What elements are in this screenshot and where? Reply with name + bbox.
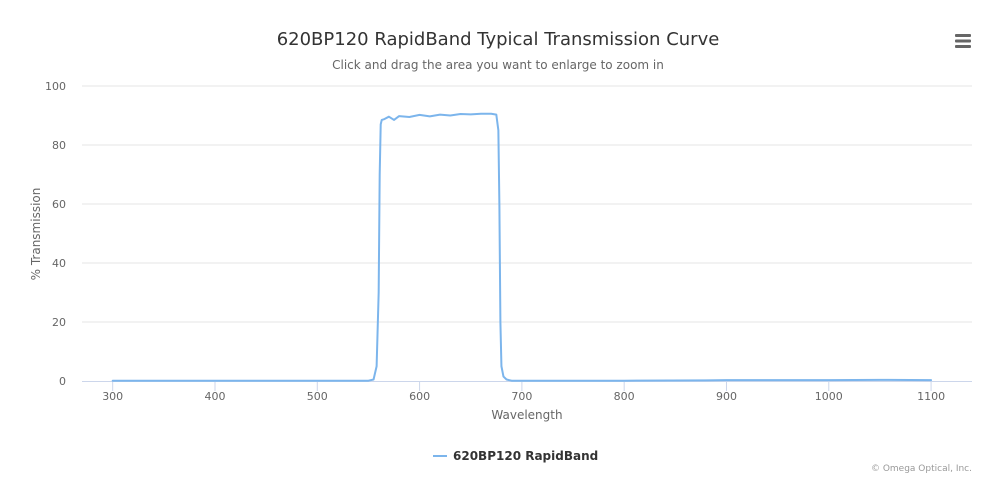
x-tick-label: 500 — [307, 390, 328, 403]
chart-subtitle: Click and drag the area you want to enla… — [332, 58, 664, 72]
y-tick-label: 80 — [52, 139, 66, 152]
grid-lines — [82, 85, 972, 323]
y-tick-label: 60 — [52, 198, 66, 211]
x-tick-label: 900 — [716, 390, 737, 403]
x-axis-title: Wavelength — [491, 408, 562, 422]
legend-series-label[interactable]: 620BP120 RapidBand — [453, 449, 598, 463]
x-tick-label: 300 — [102, 390, 123, 403]
hamburger-menu-icon[interactable] — [950, 30, 976, 52]
y-tick-label: 100 — [45, 80, 66, 93]
chart-title: 620BP120 RapidBand Typical Transmission … — [277, 29, 720, 50]
legend[interactable]: 620BP120 RapidBand — [433, 449, 598, 463]
x-axis-labels: 300 400 500 600 700 800 900 1000 1100 — [102, 390, 945, 403]
x-tick-label: 700 — [511, 390, 532, 403]
series-line[interactable] — [111, 112, 933, 382]
x-tick-label: 1100 — [917, 390, 945, 403]
x-tick-label: 400 — [204, 390, 225, 403]
y-axis-labels: 0 20 40 60 80 100 — [45, 80, 66, 388]
y-tick-label: 40 — [52, 257, 66, 270]
series-layer — [111, 112, 933, 382]
y-tick-label: 20 — [52, 316, 66, 329]
credits-text[interactable]: © Omega Optical, Inc. — [871, 464, 972, 474]
x-tick-label: 800 — [614, 390, 635, 403]
y-tick-label: 0 — [59, 375, 66, 388]
x-tick-label: 600 — [409, 390, 430, 403]
x-tick-label: 1000 — [815, 390, 843, 403]
y-axis-title: % Transmission — [29, 188, 43, 281]
